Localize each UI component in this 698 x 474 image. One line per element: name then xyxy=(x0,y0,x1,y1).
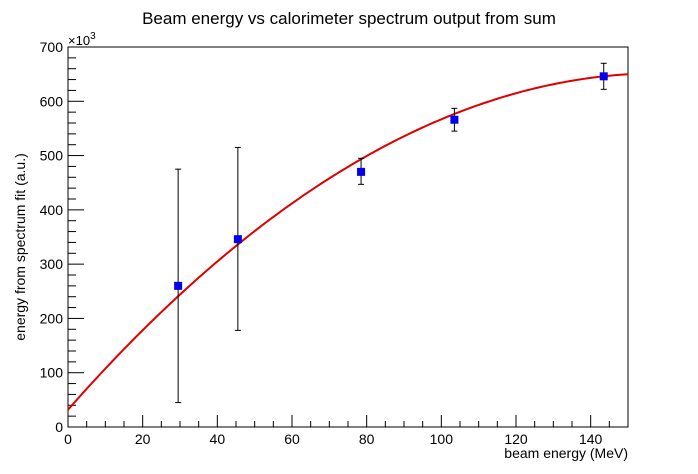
data-point xyxy=(233,146,242,331)
point-marker xyxy=(233,235,242,244)
x-tick-label: 100 xyxy=(430,431,454,447)
y-tick-label: 500 xyxy=(40,148,64,164)
x-tick-label: 120 xyxy=(504,431,528,447)
x-tick-label: 0 xyxy=(64,431,72,447)
fit-layer xyxy=(67,73,629,411)
y-tick-label: 600 xyxy=(40,93,64,109)
x-tick-label: 40 xyxy=(210,431,226,447)
data-point xyxy=(357,157,366,185)
y-tick-label: 100 xyxy=(40,365,64,381)
y-tick-label: 400 xyxy=(40,202,64,218)
point-marker xyxy=(174,281,183,290)
point-marker xyxy=(450,115,459,124)
point-marker xyxy=(599,72,608,81)
y-tick-label: 0 xyxy=(55,419,63,435)
y-multiplier-base: ×10 xyxy=(68,33,90,48)
y-axis-ticks: 0 100 200 300 400 500 600 700 xyxy=(40,39,84,435)
y-axis-label: energy from spectrum fit (a.u.) xyxy=(12,153,28,341)
point-marker xyxy=(357,167,366,176)
svg-text:×103: ×103 xyxy=(68,31,96,48)
data-point xyxy=(450,107,459,132)
y-multiplier-exponent: 3 xyxy=(90,31,96,42)
chart-title: Beam energy vs calorimeter spectrum outp… xyxy=(142,9,556,28)
plot-frame xyxy=(67,46,629,428)
y-tick-label: 200 xyxy=(40,310,64,326)
x-tick-label: 20 xyxy=(135,431,151,447)
x-tick-label: 60 xyxy=(284,431,300,447)
y-tick-label: 300 xyxy=(40,256,64,272)
data-point xyxy=(174,168,183,404)
x-axis-label: beam energy (MeV) xyxy=(504,445,628,461)
data-point xyxy=(599,62,608,90)
x-tick-label: 140 xyxy=(579,431,603,447)
y-tick-label: 700 xyxy=(40,39,64,55)
x-tick-label: 80 xyxy=(359,431,375,447)
fit-curve xyxy=(67,73,629,411)
points-layer xyxy=(174,62,608,404)
x-axis-ticks: 0 20 40 60 80 100 120 140 xyxy=(64,415,629,447)
y-multiplier-label: ×103 xyxy=(68,31,96,48)
